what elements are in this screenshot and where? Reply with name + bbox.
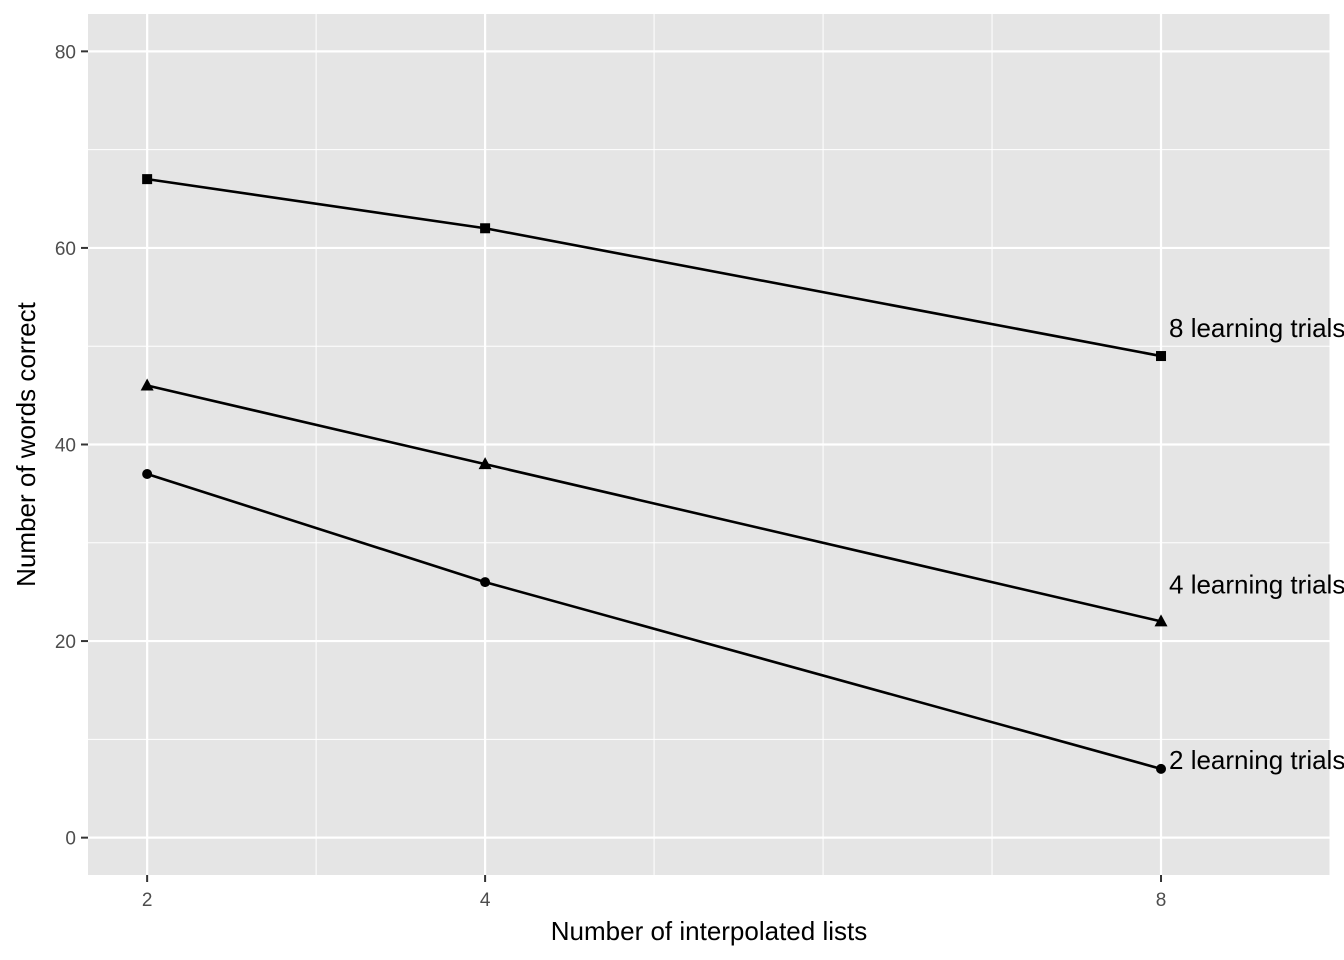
data-point <box>480 223 491 234</box>
data-point <box>1156 763 1167 774</box>
series-circle: 2 learning trials <box>142 468 1344 775</box>
y-axis-title: Number of words correct <box>11 301 41 586</box>
data-point <box>1156 351 1167 362</box>
series-label: 2 learning trials <box>1169 745 1344 775</box>
y-axis: 0 20 40 60 80 <box>55 42 88 850</box>
major-gridlines <box>88 14 1330 875</box>
data-point <box>480 577 491 588</box>
series-label: 8 learning trials <box>1169 313 1344 343</box>
data-point <box>1154 614 1168 627</box>
data-point <box>140 378 154 391</box>
x-tick-label: 4 <box>480 890 491 911</box>
series-triangle: 4 learning trials <box>140 378 1344 627</box>
data-point <box>142 468 153 479</box>
data-point <box>142 174 153 185</box>
x-axis: 2 4 8 <box>142 875 1166 911</box>
y-tick-label: 80 <box>55 42 76 63</box>
series-square: 8 learning trials <box>142 174 1344 362</box>
data-point <box>478 457 492 470</box>
y-tick-label: 60 <box>55 239 76 260</box>
y-tick-label: 0 <box>65 829 76 850</box>
y-tick-label: 40 <box>55 436 76 457</box>
x-tick-label: 2 <box>142 890 153 911</box>
x-axis-title: Number of interpolated lists <box>551 916 867 946</box>
x-tick-label: 8 <box>1156 890 1167 911</box>
y-tick-label: 20 <box>55 632 76 653</box>
series-layer: 8 learning trials 4 learning trials 2 lear… <box>140 174 1344 775</box>
series-label: 4 learning trials <box>1169 569 1344 599</box>
